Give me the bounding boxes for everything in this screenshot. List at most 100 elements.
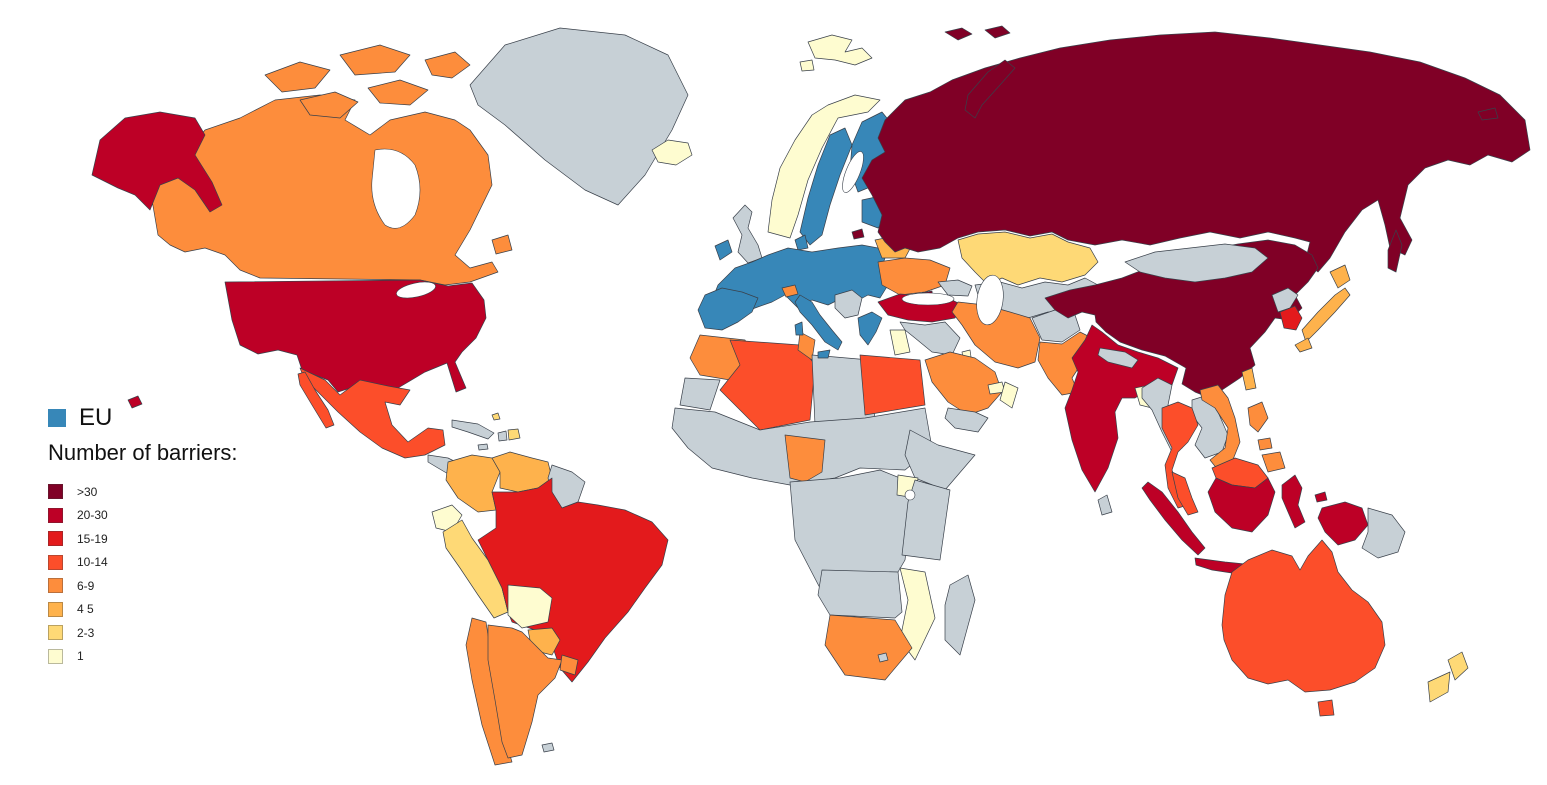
country-denmark-eu (794, 234, 809, 251)
legend-label-2-3: 2-3 (77, 625, 95, 640)
country-italy-eu (794, 294, 843, 351)
legend-item: 6-9 (48, 574, 238, 598)
country-canada (151, 94, 499, 286)
country-oman (999, 381, 1019, 409)
region-svalbard-2 (799, 59, 815, 72)
country-north-korea (1271, 287, 1299, 313)
legend-label-gt30: >30 (77, 484, 98, 499)
legend-swatch-1 (48, 648, 63, 664)
region-franz-josef-2 (984, 25, 1011, 39)
region-sicily-eu (817, 349, 831, 359)
country-saudi-arabia (924, 351, 1003, 416)
country-argentina (487, 624, 563, 759)
country-canada-arctic-4 (367, 79, 429, 106)
country-japan-hokkaido (1329, 264, 1351, 289)
region-caucasus (937, 279, 973, 297)
region-balkans (834, 289, 863, 319)
country-sri-lanka (1097, 494, 1113, 516)
legend-label-15-19: 15-19 (77, 531, 108, 546)
black-sea (901, 292, 955, 306)
country-russia (861, 31, 1531, 273)
caspian-sea (976, 274, 1004, 326)
country-australia (1221, 539, 1386, 693)
legend-swatch-20-30 (48, 507, 63, 523)
legend-item: 15-19 (48, 527, 238, 551)
country-usa (224, 279, 487, 393)
region-western-sahara (679, 377, 721, 411)
region-southern-africa (817, 569, 903, 619)
country-new-zealand-south (1427, 671, 1451, 703)
country-bahamas (491, 412, 501, 421)
country-south-africa (824, 614, 913, 681)
country-canada-newfoundland (491, 234, 513, 255)
legend-label-6-9: 6-9 (77, 578, 95, 593)
legend-title: Number of barriers: (48, 440, 238, 465)
country-lesotho (877, 652, 889, 663)
map-legend: EU Number of barriers: >30 20-30 15-19 1… (48, 404, 238, 668)
country-jamaica (477, 443, 489, 451)
legend-item: 10-14 (48, 551, 238, 575)
legend-swatch-4-5 (48, 601, 63, 617)
country-greece-eu (857, 311, 883, 346)
country-colombia (445, 454, 501, 513)
legend-items: >30 20-30 15-19 10-14 6-9 4 5 2-3 1 (48, 480, 238, 668)
region-borneo-indonesia (1207, 477, 1276, 533)
country-switzerland (781, 284, 799, 298)
country-philippines-visayas (1257, 437, 1273, 451)
legend-swatch-gt30 (48, 484, 63, 500)
region-svalbard (807, 34, 873, 66)
country-greenland (469, 27, 689, 206)
country-dominican-republic (507, 428, 521, 441)
legend-item: 1 (48, 645, 238, 669)
region-israel-jordan (889, 329, 911, 356)
country-nigeria (784, 434, 826, 483)
country-usa-alaska (91, 111, 223, 213)
country-malaysia-peninsula (1171, 471, 1199, 516)
eu-label: EU (79, 404, 113, 431)
hudson-bay (371, 148, 421, 229)
legend-item: 4 5 (48, 598, 238, 622)
region-wrangel (1477, 107, 1499, 121)
legend-item: 20-30 (48, 504, 238, 528)
region-sardinia-eu (794, 321, 804, 336)
country-bolivia (507, 584, 553, 629)
country-nepal (1097, 347, 1139, 369)
legend-item: 2-3 (48, 621, 238, 645)
country-south-korea (1279, 305, 1303, 331)
region-iberia-eu (697, 287, 759, 331)
country-venezuela (491, 451, 553, 493)
country-iceland (651, 139, 693, 166)
region-sulawesi (1281, 474, 1306, 529)
country-uk (732, 204, 763, 264)
country-philippines-mindanao (1261, 451, 1286, 473)
region-sumatra (1141, 481, 1206, 556)
country-cuba (451, 419, 495, 440)
region-novaya-zemlya (964, 59, 1016, 119)
country-pakistan (1037, 331, 1093, 396)
country-mozambique (899, 567, 936, 661)
country-ukraine (877, 257, 951, 296)
legend-label-10-14: 10-14 (77, 555, 108, 570)
country-japan-kyushu (1294, 337, 1313, 353)
country-new-zealand-north (1447, 651, 1469, 681)
country-ireland-eu (714, 239, 733, 261)
country-madagascar (944, 574, 976, 656)
country-yemen (944, 407, 989, 433)
region-west-papua (1317, 501, 1369, 546)
country-papua-new-guinea (1361, 507, 1406, 559)
legend-label-4-5: 4 5 (77, 602, 94, 617)
legend-label-1: 1 (77, 649, 84, 664)
country-philippines-luzon (1247, 401, 1269, 433)
country-egypt (859, 354, 926, 416)
country-iran (951, 301, 1041, 369)
country-mexico-baja (297, 371, 335, 429)
legend-swatch-10-14 (48, 554, 63, 570)
country-canada-arctic-2 (339, 44, 411, 76)
legend-label-20-30: 20-30 (77, 508, 108, 523)
region-maluku (1314, 491, 1328, 503)
country-mongolia (1124, 243, 1269, 283)
country-uruguay (559, 654, 579, 676)
legend-item: >30 (48, 480, 238, 504)
country-canada-arctic-5 (424, 51, 471, 79)
